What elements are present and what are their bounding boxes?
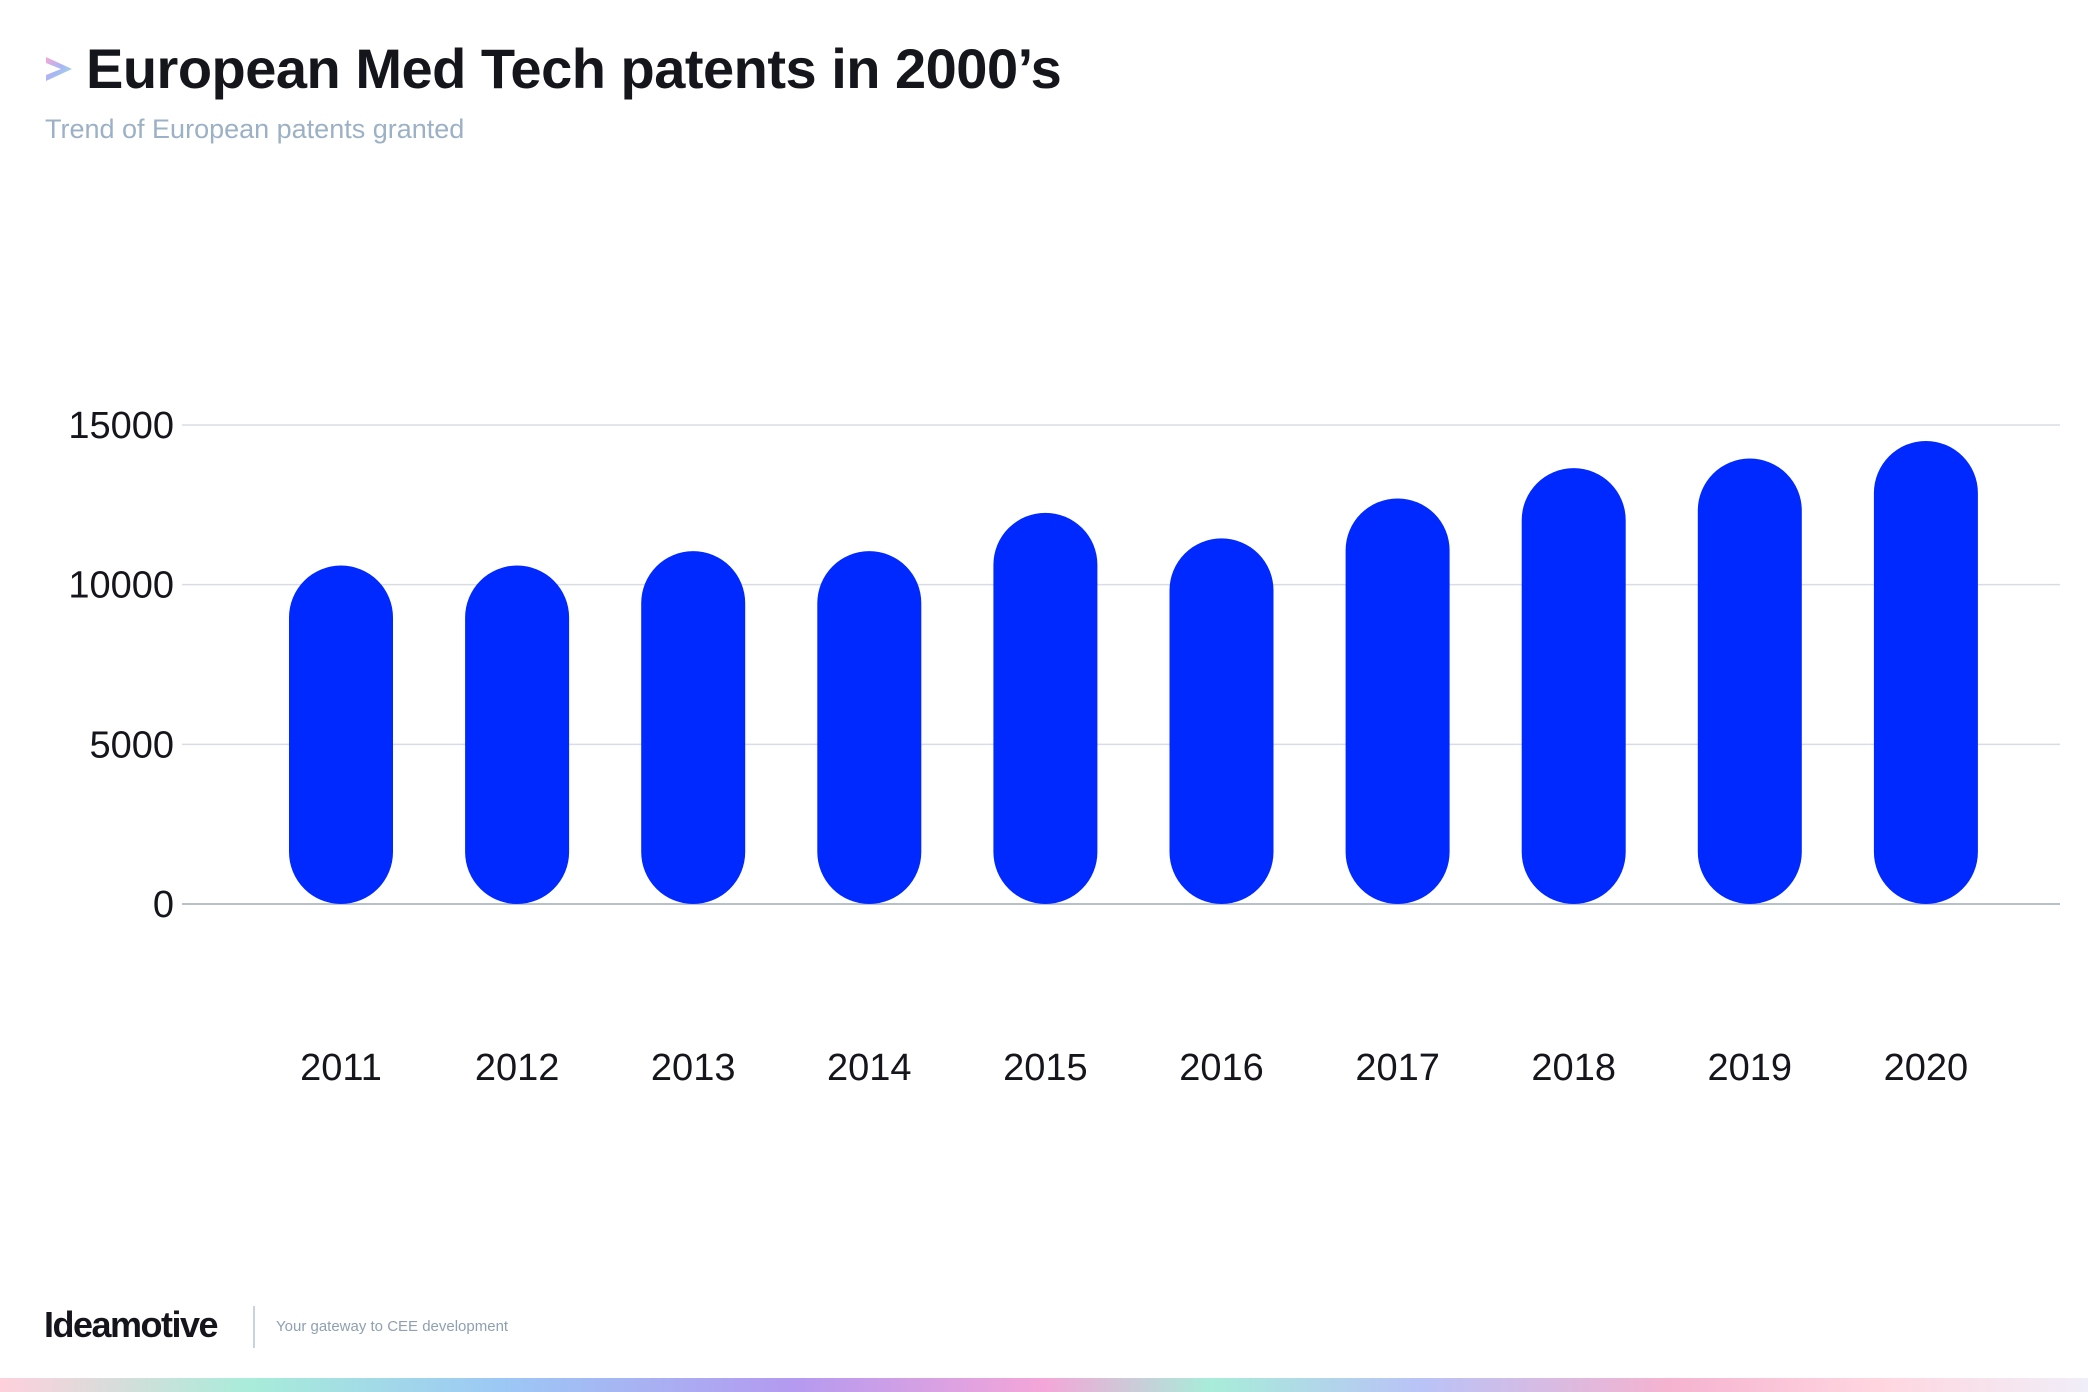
- x-tick-label: 2016: [1179, 1047, 1264, 1089]
- chevron-right-icon: [46, 56, 72, 81]
- x-tick-label: 2017: [1355, 1047, 1440, 1089]
- bar-2020: [1873, 440, 1978, 904]
- x-tick-label: 2015: [1003, 1047, 1088, 1089]
- gradient-strip: [0, 1378, 2088, 1392]
- y-tick-label: 15000: [68, 405, 174, 447]
- bar-chart: 0 5000 10000 15000 2011 2012 2013 2014 2015 2016…: [68, 405, 2060, 1089]
- bar-2015: [993, 512, 1098, 904]
- bar-2018: [1521, 468, 1626, 904]
- x-tick-label: 2012: [475, 1047, 560, 1089]
- x-tick-label: 2019: [1708, 1047, 1793, 1089]
- bar-2013: [641, 551, 746, 904]
- x-tick-label: 2018: [1531, 1047, 1616, 1089]
- bar-2014: [817, 551, 922, 904]
- x-tick-label: 2020: [1884, 1047, 1969, 1089]
- x-tick-label: 2011: [300, 1047, 382, 1089]
- page-title: European Med Tech patents in 2000’s: [86, 37, 1062, 100]
- page-subtitle: Trend of European patents granted: [45, 114, 465, 144]
- title-block: European Med Tech patents in 2000’s: [44, 36, 1062, 101]
- y-tick-label: 10000: [68, 565, 174, 607]
- bars: [289, 440, 1978, 904]
- bar-2011: [289, 565, 393, 904]
- bar-2019: [1697, 458, 1802, 904]
- x-tick-label: 2013: [651, 1047, 736, 1089]
- bar-2017: [1345, 498, 1450, 904]
- y-tick-label: 0: [153, 884, 174, 926]
- x-axis-ticks: 2011 2012 2013 2014 2015 2016 2017 2018 2019 2020: [300, 1047, 1968, 1089]
- bar-2016: [1169, 538, 1274, 904]
- y-axis-ticks: 0 5000 10000 15000: [68, 405, 174, 926]
- footer-divider: [253, 1306, 255, 1348]
- x-tick-label: 2014: [827, 1047, 912, 1089]
- bar-2012: [465, 565, 570, 904]
- brand-tagline: Your gateway to CEE development: [276, 1318, 509, 1335]
- y-tick-label: 5000: [89, 724, 174, 766]
- brand-logo: Ideamotive: [44, 1304, 219, 1345]
